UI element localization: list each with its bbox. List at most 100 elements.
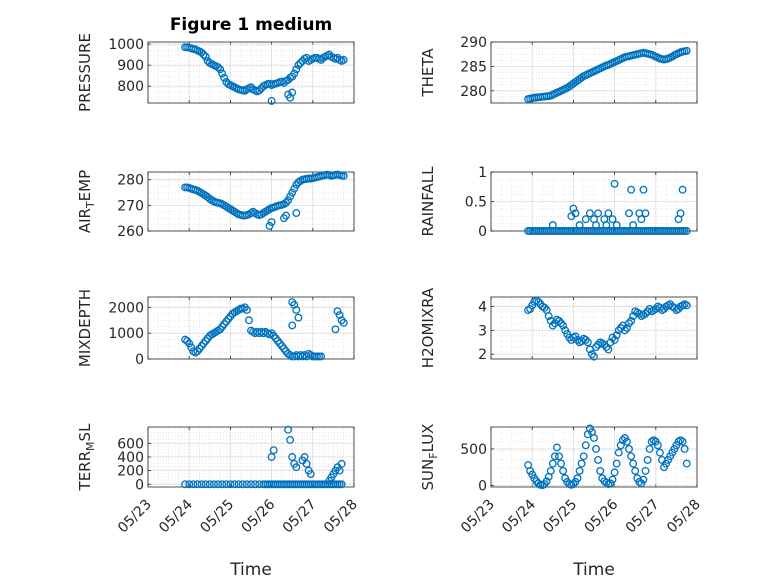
y-tick-label: 290 (460, 35, 487, 51)
x-tick-label: 05/27 (280, 497, 320, 537)
axes-frame (490, 296, 698, 360)
axes-frame (490, 41, 698, 104)
data-point (247, 480, 255, 489)
data-point (585, 209, 594, 218)
data-point (581, 215, 590, 224)
y-tick-label: 900 (117, 58, 144, 74)
data-point (242, 305, 251, 314)
y-tick-label: 800 (117, 79, 144, 95)
data-point (288, 321, 297, 330)
y-tick-label: 1000 (108, 326, 144, 342)
y-axis-label: TERRMSL (76, 423, 97, 492)
series-points (181, 170, 348, 230)
data-point (557, 459, 565, 468)
data-point (214, 63, 222, 72)
data-point (197, 48, 206, 57)
data-point (189, 480, 198, 489)
data-point (581, 441, 590, 450)
data-point (548, 221, 557, 230)
data-point (680, 445, 689, 453)
data-point (244, 316, 253, 325)
data-point (637, 215, 646, 224)
data-point (292, 305, 301, 314)
data-point (583, 338, 592, 347)
data-point (288, 88, 297, 97)
data-point (592, 221, 601, 230)
data-point (216, 65, 225, 74)
data-point (649, 436, 658, 445)
data-point (302, 459, 311, 468)
data-point (197, 480, 206, 489)
y-tick-label: 4 (478, 300, 487, 316)
data-point (548, 459, 557, 468)
data-point (645, 445, 654, 453)
data-point (209, 480, 218, 489)
data-point (296, 59, 305, 67)
data-point (555, 316, 563, 325)
data-point (625, 209, 633, 218)
series-points (524, 46, 691, 104)
data-point (641, 466, 650, 475)
data-point (678, 437, 687, 446)
data-point (534, 297, 543, 306)
data-point (581, 335, 590, 344)
data-point (288, 188, 297, 197)
data-point (623, 437, 631, 446)
data-point (577, 459, 586, 468)
data-point (573, 474, 582, 483)
subplot-1: 800 900 1000 PRESSURE (76, 33, 355, 112)
data-point (635, 477, 644, 486)
data-point (201, 52, 210, 61)
data-point (251, 480, 260, 489)
data-point (569, 480, 578, 489)
x-tick-label: 05/25 (197, 497, 237, 537)
data-point (317, 352, 325, 361)
data-point (655, 448, 664, 457)
data-point (290, 184, 299, 193)
data-point (542, 477, 551, 486)
data-point (284, 425, 293, 434)
x-tick-label: 05/23 (458, 497, 498, 537)
data-point (596, 466, 605, 475)
data-point (267, 218, 276, 226)
data-point (616, 441, 625, 450)
series-points (181, 425, 346, 489)
data-point (267, 453, 276, 461)
data-point (676, 209, 685, 218)
data-point (205, 480, 214, 489)
data-point (610, 179, 619, 188)
data-point (220, 73, 229, 82)
data-point (612, 221, 621, 230)
data-point (333, 307, 342, 316)
data-point (230, 480, 239, 489)
data-point (193, 480, 202, 489)
y-tick-label: 3 (478, 323, 487, 339)
data-point (242, 480, 251, 489)
x-tick-label: 05/25 (540, 497, 580, 537)
y-tick-label: 270 (117, 198, 144, 214)
y-tick-label: 2000 (108, 300, 144, 316)
x-tick-label: 05/24 (156, 496, 196, 536)
data-point (185, 339, 194, 348)
y-tick-label: 600 (117, 436, 144, 452)
data-point (222, 480, 231, 489)
subplot-5: 0 1000 2000 MIXDEPTH (76, 289, 355, 368)
x-tick-label: 05/28 (664, 497, 704, 537)
data-point (602, 478, 611, 487)
data-point (612, 331, 621, 340)
y-tick-label: 400 (117, 450, 144, 466)
data-point (602, 343, 611, 352)
data-point (226, 480, 235, 489)
data-point (306, 470, 315, 478)
data-point (544, 312, 553, 321)
data-point (267, 96, 276, 105)
data-point (300, 453, 309, 461)
data-point (678, 185, 687, 194)
axes-frame (147, 171, 355, 232)
axes-frame (490, 171, 698, 232)
series-points (524, 296, 691, 361)
subplot-3: 260 270 280 AIRTEMP (76, 170, 355, 240)
y-axis-label: MIXDEPTH (76, 289, 94, 367)
subplot-2: 280 285 290 THETA (419, 35, 698, 104)
